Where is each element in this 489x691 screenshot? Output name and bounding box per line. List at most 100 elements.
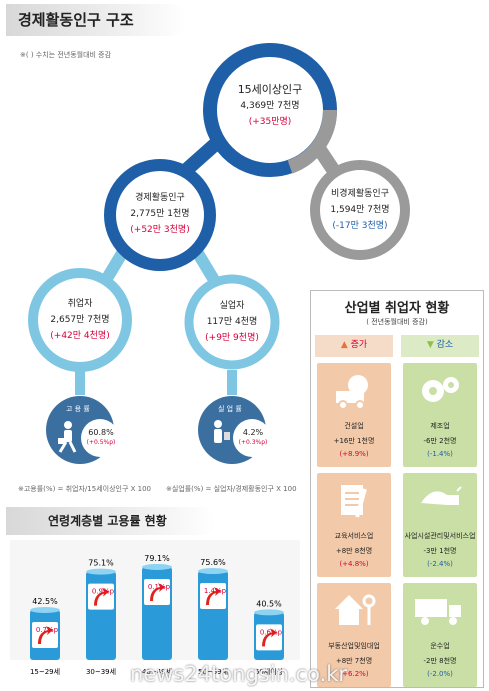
inactive-name: 비경제활동인구 — [331, 189, 389, 199]
watermark: news24tongsin.co.kr — [130, 662, 348, 686]
pop15-name: 15세이상인구 — [237, 83, 303, 96]
title-bar — [6, 4, 186, 36]
decrease-header: ▼ 감소 — [401, 335, 479, 357]
category-label-1: 30~39세 — [86, 667, 116, 676]
job-seeker-icon — [214, 420, 230, 443]
industry-change: (+4.8%) — [339, 560, 369, 568]
change-label-3: 1.4%p — [204, 587, 227, 595]
employed-text: 취업자 2,657만 7천명 (+42만 4천명) — [35, 296, 125, 344]
industry-name: 제조업 — [430, 422, 450, 430]
industry-title: 산업별 취업자 현황 — [344, 301, 450, 316]
employed-circle — [28, 268, 132, 372]
truck-icon — [336, 375, 368, 410]
category-label-0: 15~29세 — [30, 667, 60, 676]
pop15-change: (+35만명) — [248, 117, 292, 127]
industry-value: -3만 1천명 — [423, 547, 457, 555]
note-top: ※( ) 수치는 전년동월대비 증감 — [20, 51, 112, 59]
up-arrow-icon — [262, 628, 277, 647]
up-arrow-icon — [94, 587, 109, 606]
bar-cap-1 — [86, 568, 116, 575]
value-label-0: 42.5% — [32, 597, 58, 606]
document-pencil-icon — [341, 485, 367, 518]
unemployment-rate-change: (+0.3%p) — [238, 439, 268, 446]
value-label-4: 40.5% — [256, 599, 282, 608]
increase-header: ▲ 증가 — [315, 335, 393, 357]
industry-name: 운수업 — [430, 642, 450, 650]
up-arrow-icon — [150, 582, 165, 601]
structure-diagram — [28, 43, 410, 464]
change-label-4: 0.6%p — [260, 628, 283, 636]
active-text: 경제활동인구 2,775만 1천명 (+52만 3천명) — [110, 190, 210, 238]
unemployed-name: 실업자 — [219, 301, 245, 311]
active-change: (+52만 3천명) — [130, 225, 190, 235]
increase-label: 증가 — [350, 340, 368, 350]
pop15-value: 4,369만 7천명 — [240, 101, 300, 111]
industry-card-facility-services: 사업시설관리및서비스업 -3만 1천명 (-2.4%) — [403, 473, 477, 577]
gears-icon — [422, 377, 459, 402]
bar-cap-0 — [30, 607, 60, 613]
industry-name: 교육서비스업 — [334, 532, 374, 540]
industry-card-realestate: 부동산업및임대업 +8만 7천명 (+6.2%) — [317, 583, 391, 687]
value-label-1: 75.1% — [88, 559, 114, 568]
industry-value: -2만 8천명 — [423, 657, 457, 665]
bar-cap-4 — [254, 609, 284, 616]
inactive-change: (-17만 3천명) — [332, 221, 388, 231]
industry-name: 사업시설관리및서비스업 — [404, 532, 476, 540]
employment-formula-note: ※고용률(%) = 취업자/15세이상인구 X 100 — [18, 485, 152, 493]
active-circle — [104, 159, 216, 271]
industry-card-transport: 운수업 -2만 8천명 (-2.0%) — [403, 583, 477, 687]
employed-value: 2,657만 7천명 — [50, 315, 110, 325]
unemployed-value: 117만 4천명 — [206, 317, 258, 327]
inactive-circle — [310, 160, 410, 260]
industry-change: (-1.4%) — [427, 450, 453, 458]
industry-card-manufacturing: 제조업 -6만 2천명 (-1.4%) — [403, 363, 477, 467]
employed-change: (+42만 4천명) — [50, 331, 110, 341]
industry-card-construction: 건설업 +16만 1천명 (+8.9%) — [317, 363, 391, 467]
unemployment-rate-label: 실 업 률 — [218, 405, 242, 413]
bar-cap-3 — [198, 568, 228, 575]
bar-cap-2 — [142, 563, 172, 570]
age-chart-title-bar — [6, 507, 216, 535]
industry-value: +8만 8천명 — [335, 547, 373, 555]
age-chart-title: 연령계층별 고용률 현황 — [48, 514, 167, 528]
unemployment-rate-value: 4.2% — [242, 428, 264, 437]
unemployed-circle — [184, 274, 280, 370]
active-name: 경제활동인구 — [135, 193, 185, 203]
lorry-icon — [415, 599, 461, 625]
industry-value: -6만 2천명 — [423, 437, 457, 445]
industry-change: (-2.4%) — [427, 560, 453, 568]
industry-panel: 산업별 취업자 현황 ( 전년동월대비 증감) ▲ 증가 ▼ 감소 건설업 +1… — [310, 290, 484, 688]
industry-subtitle: ( 전년동월대비 증감) — [366, 318, 428, 326]
house-key-icon — [335, 594, 376, 625]
industry-name: 건설업 — [344, 422, 364, 430]
industry-change: (-2.0%) — [427, 670, 453, 678]
inactive-value: 1,594만 7천명 — [330, 205, 390, 215]
change-label-2: 0.1%p — [148, 583, 171, 591]
flashlight-icon — [421, 486, 462, 505]
up-arrow-icon — [206, 587, 221, 606]
industry-name: 부동산업및임대업 — [328, 642, 380, 650]
active-value: 2,775만 1천명 — [130, 209, 190, 219]
category-label-3: 50~59세 — [198, 667, 228, 676]
value-label-3: 75.6% — [200, 558, 226, 567]
employed-name: 취업자 — [67, 299, 93, 309]
pop15-text: 15세이상인구 4,369만 7천명 (+35만명) — [210, 82, 330, 130]
walking-worker-icon — [58, 421, 77, 453]
category-label-4: 60세이상 — [255, 667, 284, 676]
employment-rate-value: 60.8% — [88, 428, 114, 437]
unemployed-change: (+9만 9천명) — [205, 333, 259, 343]
category-label-2: 40~49세 — [142, 667, 172, 676]
industry-change: (+6.2%) — [339, 670, 369, 678]
change-label-0: 0.7%p — [36, 626, 59, 634]
industry-change: (+8.9%) — [339, 450, 369, 458]
unemployment-formula-note: ※실업률(%) = 실업자/경제활동인구 X 100 — [166, 485, 297, 493]
age-employment-chart: 42.5% 0.7%p 15~29세 75.1% 0.9%p 30~39세 79.1% 0.1… — [10, 540, 300, 676]
industry-card-education: 교육서비스업 +8만 8천명 (+4.8%) — [317, 473, 391, 577]
page-title: 경제활동인구 구조 — [18, 11, 134, 29]
industry-value: +16만 1천명 — [333, 437, 375, 445]
unemployed-text: 실업자 117만 4천명 (+9만 9천명) — [192, 298, 272, 346]
decrease-label: 감소 — [436, 340, 454, 350]
inactive-text: 비경제활동인구 1,594만 7천명 (-17만 3천명) — [315, 186, 405, 234]
employment-rate-label: 고 용 률 — [66, 405, 90, 413]
industry-value: +8만 7천명 — [335, 657, 373, 665]
